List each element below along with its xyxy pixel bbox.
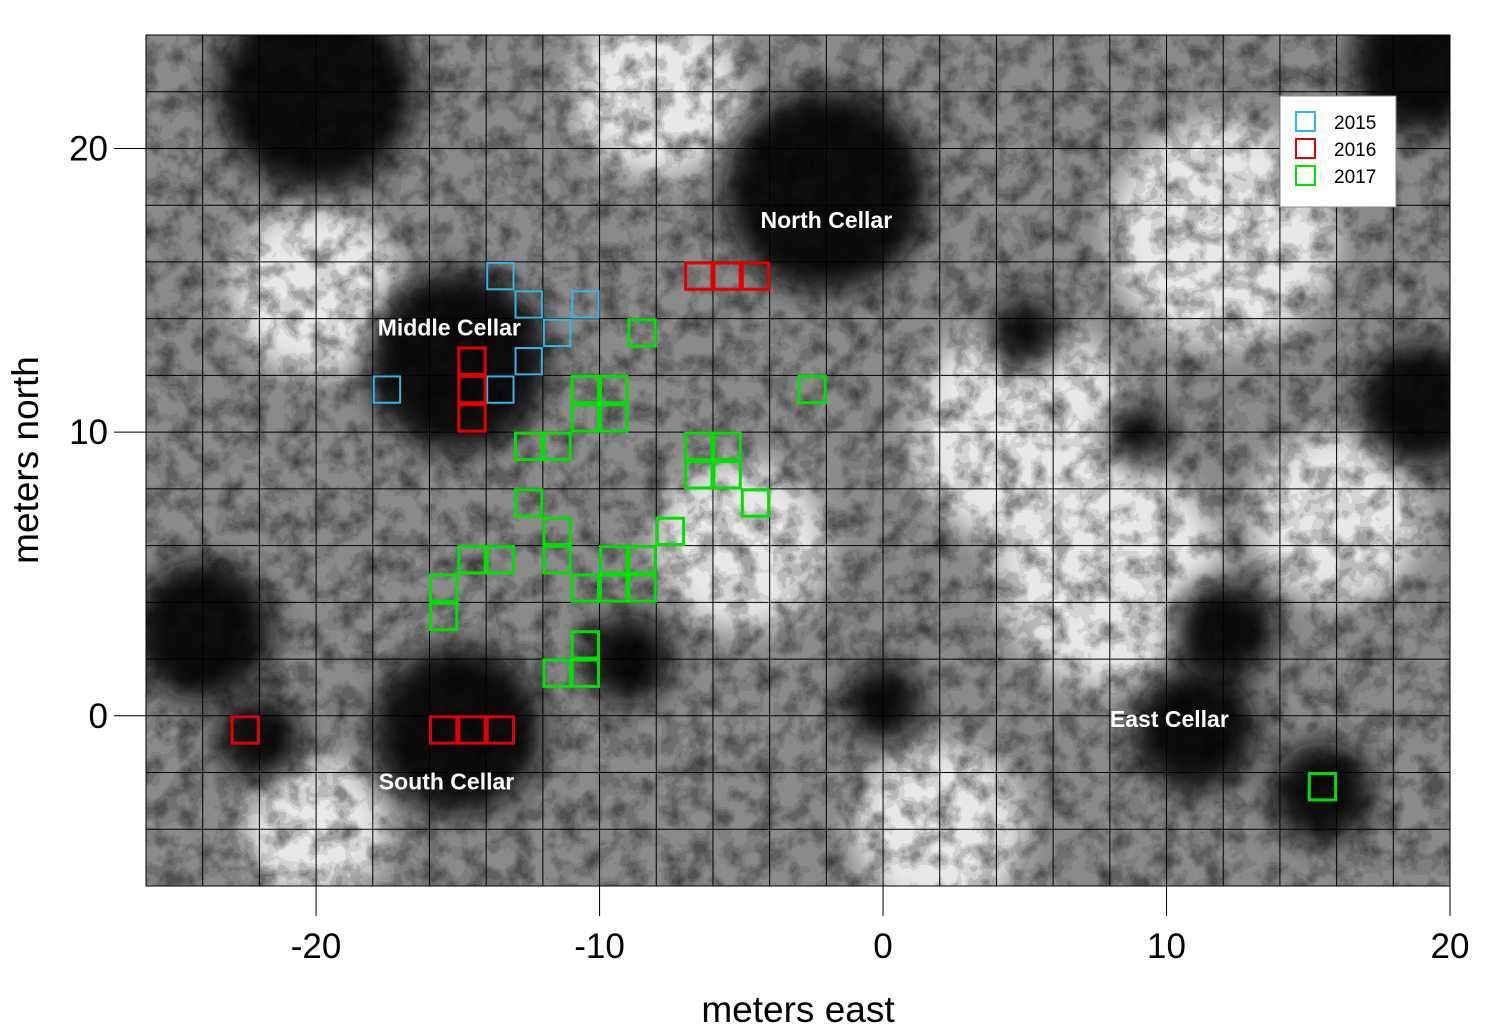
y-tick-label: 0 — [89, 697, 108, 736]
legend-label-2017: 2017 — [1334, 167, 1376, 188]
plot-frame — [145, 34, 1451, 887]
excavation-unit-2016 — [740, 261, 771, 291]
excavation-unit-2017 — [712, 460, 742, 490]
excavation-unit-2017 — [570, 658, 601, 688]
excavation-unit-2015 — [571, 290, 600, 319]
excavation-unit-2016 — [457, 374, 487, 405]
excavation-unit-2017 — [599, 573, 629, 603]
legend-label-2016: 2016 — [1334, 140, 1376, 161]
excavation-unit-2017 — [599, 545, 629, 575]
axes: -20 -10 0 10 20 0 10 20 — [69, 129, 1469, 966]
excavation-unit-2016 — [684, 261, 714, 291]
excavation-unit-2017 — [684, 460, 714, 490]
excavation-unit-2017 — [599, 403, 629, 433]
plot-area — [146, 35, 1486, 886]
legend-swatch-2016 — [1295, 138, 1316, 159]
excavation-unit-2016 — [230, 715, 260, 745]
excavation-unit-2016 — [457, 346, 487, 376]
texture-noise-dark — [1450, 35, 1486, 886]
excavation-unit-2017 — [712, 431, 742, 461]
excavation-unit-2017 — [740, 488, 771, 518]
excavation-unit-2015 — [514, 290, 543, 319]
excavation-unit-2015 — [486, 261, 515, 291]
excavation-unit-2017 — [542, 516, 572, 547]
x-tick-label: 20 — [1431, 927, 1470, 966]
excavation-unit-2017 — [627, 318, 657, 348]
excavation-unit-2017 — [570, 374, 601, 405]
excavation-unit-2017 — [1307, 772, 1338, 802]
excavation-unit-2017 — [797, 374, 827, 405]
cellar-label: North Cellar — [761, 207, 893, 233]
excavation-unit-2017 — [542, 658, 572, 688]
legend-swatch-2017 — [1295, 165, 1316, 186]
excavation-unit-2017 — [655, 516, 686, 547]
excavation-unit-2017 — [599, 374, 629, 405]
excavation-unit-2017 — [570, 403, 601, 433]
excavation-unit-2017 — [627, 573, 657, 603]
excavation-unit-2017 — [570, 630, 601, 660]
grid-lines — [146, 35, 1450, 886]
excavation-unit-2017 — [428, 573, 459, 603]
excavation-unit-2017 — [627, 545, 657, 575]
excavation-unit-2016 — [457, 403, 487, 433]
cellar-label: East Cellar — [1110, 706, 1229, 732]
y-axis-title: meters north — [5, 356, 46, 564]
x-tick-label: -10 — [574, 927, 625, 966]
excavation-unit-2017 — [485, 545, 516, 575]
legend-swatch-2015 — [1295, 111, 1316, 132]
excavation-unit-2017 — [457, 545, 487, 575]
excavation-unit-2017 — [570, 573, 601, 603]
excavation-unit-2015 — [542, 318, 572, 348]
cellar-label: Middle Cellar — [378, 315, 521, 341]
excavation-unit-2015 — [372, 375, 402, 404]
excavation-unit-2016 — [712, 261, 742, 291]
cellar-annotations: North Cellar Middle Cellar South Cellar Eas… — [378, 207, 1229, 795]
legend-label-2015: 2015 — [1334, 113, 1376, 134]
excavation-unit-2016 — [428, 715, 459, 745]
excavation-unit-2015 — [514, 347, 543, 376]
excavation-unit-2017 — [428, 601, 459, 632]
y-tick-label: 10 — [69, 413, 108, 452]
cellar-label: South Cellar — [379, 769, 515, 795]
x-tick-label: 0 — [873, 927, 892, 966]
excavation-units — [230, 261, 1338, 802]
legend-box — [1279, 95, 1397, 208]
texture-noise — [146, 35, 1450, 886]
excavation-unit-2015 — [486, 375, 515, 404]
y-tick-label: 20 — [69, 129, 108, 168]
legend: 2015 2016 2017 — [1279, 95, 1397, 208]
excavation-unit-2017 — [514, 488, 544, 518]
x-tick-label: 10 — [1147, 927, 1186, 966]
excavation-unit-2016 — [485, 715, 516, 745]
x-tick-label: -20 — [291, 927, 342, 966]
excavation-unit-2016 — [457, 715, 487, 745]
excavation-unit-2017 — [542, 431, 572, 461]
x-axis-title: meters east — [701, 989, 895, 1030]
excavation-unit-2017 — [514, 431, 544, 461]
excavation-unit-2017 — [684, 431, 714, 461]
excavation-unit-2017 — [542, 545, 572, 575]
